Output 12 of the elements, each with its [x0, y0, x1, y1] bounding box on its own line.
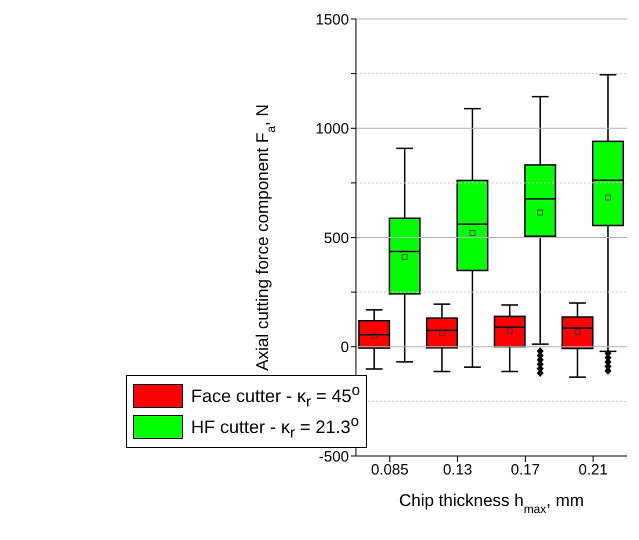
y-tick-label: 0	[340, 339, 349, 356]
legend-label: Face cutter - κ$_{r}$ = 45$^{o}$	[191, 382, 360, 411]
x-tick-label: 0.17	[510, 462, 540, 479]
x-tick-label: 0.21	[578, 462, 608, 479]
y-tick-label: 1500	[316, 11, 349, 28]
y-tick-label: 500	[324, 230, 349, 247]
y-tick-label: 1000	[316, 120, 349, 138]
x-axis-title: Chip thickness h$_{max}$, mm	[398, 491, 584, 516]
x-tick-label: 0.085	[371, 462, 409, 479]
y-tick-label: -500	[318, 448, 349, 466]
x-tick-label: 0.13	[442, 462, 472, 479]
legend-label: HF cutter - κ$_{r}$ = 21.3$^{o}$	[191, 412, 359, 442]
